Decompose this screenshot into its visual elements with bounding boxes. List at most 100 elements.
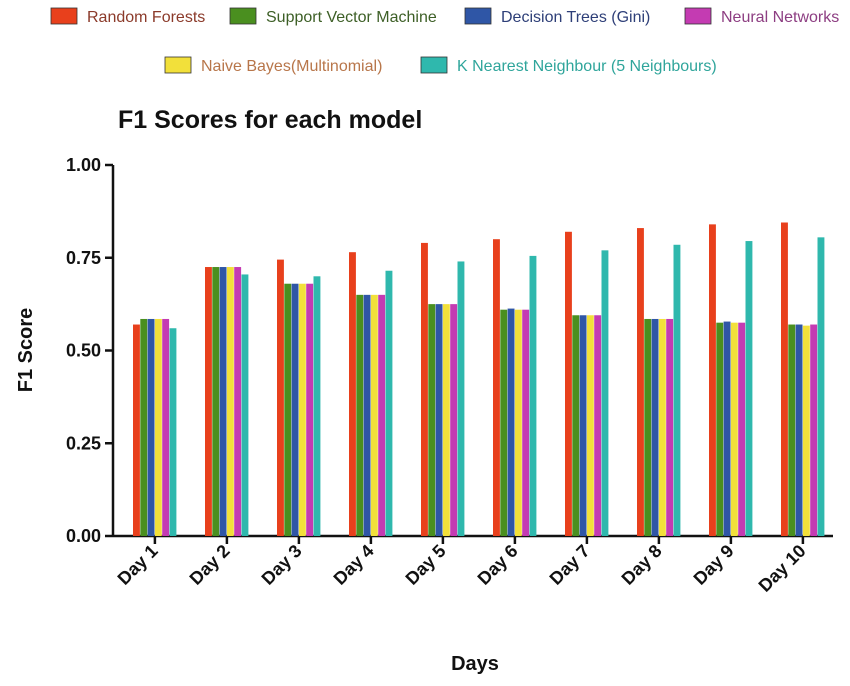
bar-naive-bayes-multinomial-day-8 <box>658 318 666 536</box>
y-axis: 0.00 0.25 0.50 0.75 1.00 <box>66 155 115 546</box>
legend-swatch <box>464 7 492 25</box>
bar-decision-trees-gini-day-3 <box>291 283 299 536</box>
bar-neural-networks-day-1 <box>162 318 170 536</box>
bar-support-vector-machine-day-7 <box>572 315 580 536</box>
bar-random-forests-day-7 <box>565 231 572 536</box>
bar-naive-bayes-multinomial-day-7 <box>586 315 594 536</box>
bar-neural-networks-day-10 <box>810 324 818 536</box>
bar-support-vector-machine-day-9 <box>716 322 724 536</box>
bar-support-vector-machine-day-3 <box>284 283 292 536</box>
bar-support-vector-machine-day-2 <box>212 267 220 536</box>
legend-label: Support Vector Machine <box>266 9 437 26</box>
bar-naive-bayes-multinomial-day-1 <box>154 318 162 536</box>
bar-decision-trees-gini-day-5 <box>435 304 443 536</box>
y-tick-label: 0.00 <box>66 526 101 546</box>
x-axis: Day 1 Day 2 Day 3 Day 4 Day 5 Day 6 Day 7 Day 8… <box>113 534 833 596</box>
y-tick-label: 0.50 <box>66 341 101 361</box>
bar-naive-bayes-multinomial-day-2 <box>226 267 234 536</box>
bar-k-nearest-neighbour-5-neighbours-day-3 <box>313 276 321 536</box>
x-tick-label: Day 10 <box>755 541 810 596</box>
bar-k-nearest-neighbour-5-neighbours-day-8 <box>673 244 681 536</box>
bar-neural-networks-day-2 <box>234 267 242 536</box>
bar-support-vector-machine-day-10 <box>788 324 796 536</box>
bar-k-nearest-neighbour-5-neighbours-day-2 <box>241 274 249 536</box>
legend-item-naive-bayes-multinomial: Naive Bayes(Multinomial) <box>164 56 382 75</box>
bar-naive-bayes-multinomial-day-9 <box>730 322 738 536</box>
legend-swatch <box>420 56 448 74</box>
bar-neural-networks-day-8 <box>666 318 674 536</box>
bar-k-nearest-neighbour-5-neighbours-day-10 <box>817 237 825 536</box>
bar-naive-bayes-multinomial-day-4 <box>370 294 378 536</box>
bar-neural-networks-day-6 <box>522 309 530 536</box>
bar-random-forests-day-9 <box>709 224 716 537</box>
legend-label: Naive Bayes(Multinomial) <box>201 58 382 75</box>
bar-k-nearest-neighbour-5-neighbours-day-5 <box>457 261 465 536</box>
legend-item-neural-networks: Neural Networks <box>684 7 839 26</box>
legend-label: Neural Networks <box>721 9 839 26</box>
y-tick-label: 1.00 <box>66 155 101 175</box>
bar-decision-trees-gini-day-10 <box>795 324 803 536</box>
legend-swatch <box>50 7 78 25</box>
bar-naive-bayes-multinomial-day-6 <box>514 309 522 536</box>
x-tick-label: Day 9 <box>690 541 738 589</box>
bar-decision-trees-gini-day-8 <box>651 318 659 536</box>
bar-naive-bayes-multinomial-day-5 <box>442 304 450 536</box>
bar-random-forests-day-8 <box>637 228 644 536</box>
bar-support-vector-machine-day-4 <box>356 294 364 536</box>
bar-k-nearest-neighbour-5-neighbours-day-4 <box>385 270 393 536</box>
bar-random-forests-day-5 <box>421 242 428 536</box>
y-tick-label: 0.25 <box>66 433 101 453</box>
legend-item-support-vector-machine: Support Vector Machine <box>229 7 437 26</box>
bar-random-forests-day-2 <box>205 267 212 536</box>
bar-decision-trees-gini-day-6 <box>507 308 515 536</box>
legend-item-decision-trees-gini: Decision Trees (Gini) <box>464 7 650 26</box>
bar-neural-networks-day-4 <box>378 294 386 536</box>
legend-swatch <box>684 7 712 25</box>
chart-title: F1 Scores for each model <box>118 106 422 134</box>
bar-k-nearest-neighbour-5-neighbours-day-7 <box>601 250 609 536</box>
bar-random-forests-day-10 <box>781 222 788 536</box>
bar-k-nearest-neighbour-5-neighbours-day-1 <box>169 328 177 536</box>
x-tick-label: Day 5 <box>402 541 450 589</box>
bar-k-nearest-neighbour-5-neighbours-day-6 <box>529 255 537 536</box>
bar-k-nearest-neighbour-5-neighbours-day-9 <box>745 241 753 536</box>
bar-neural-networks-day-9 <box>738 322 746 536</box>
bar-decision-trees-gini-day-1 <box>147 318 155 536</box>
x-tick-label: Day 4 <box>330 541 378 589</box>
bar-neural-networks-day-3 <box>306 283 314 536</box>
bar-support-vector-machine-day-6 <box>500 309 508 536</box>
bar-neural-networks-day-7 <box>594 315 602 536</box>
bar-decision-trees-gini-day-4 <box>363 294 371 536</box>
bar-decision-trees-gini-day-9 <box>723 321 731 536</box>
legend-swatch <box>164 56 192 74</box>
bar-neural-networks-day-5 <box>450 304 458 536</box>
bar-decision-trees-gini-day-2 <box>219 267 227 536</box>
bar-support-vector-machine-day-1 <box>140 318 148 536</box>
legend-label: Decision Trees (Gini) <box>501 9 650 26</box>
bar-random-forests-day-6 <box>493 239 500 536</box>
x-tick-label: Day 8 <box>618 541 666 589</box>
bar-random-forests-day-3 <box>277 259 284 536</box>
legend-swatch <box>229 7 257 25</box>
legend-item-k-nearest-neighbour-5-neighbours: K Nearest Neighbour (5 Neighbours) <box>420 56 717 75</box>
bar-random-forests-day-1 <box>133 324 140 536</box>
bar-naive-bayes-multinomial-day-10 <box>802 325 810 536</box>
x-tick-label: Day 7 <box>546 541 594 589</box>
y-axis-title: F1 Score <box>15 308 37 392</box>
bars <box>133 222 825 537</box>
bar-support-vector-machine-day-5 <box>428 304 436 536</box>
x-tick-label: Day 1 <box>114 541 162 589</box>
legend-label: K Nearest Neighbour (5 Neighbours) <box>457 58 717 75</box>
legend: Random Forests Support Vector Machine Deci… <box>50 7 839 75</box>
bar-support-vector-machine-day-8 <box>644 318 652 536</box>
bar-random-forests-day-4 <box>349 252 356 536</box>
x-tick-label: Day 3 <box>258 541 306 589</box>
x-tick-label: Day 6 <box>474 541 522 589</box>
bar-decision-trees-gini-day-7 <box>579 315 587 536</box>
legend-item-random-forests: Random Forests <box>50 7 205 26</box>
x-axis-title: Days <box>451 653 499 675</box>
y-tick-label: 0.75 <box>66 248 101 268</box>
x-tick-label: Day 2 <box>186 541 234 589</box>
bar-naive-bayes-multinomial-day-3 <box>298 283 306 536</box>
